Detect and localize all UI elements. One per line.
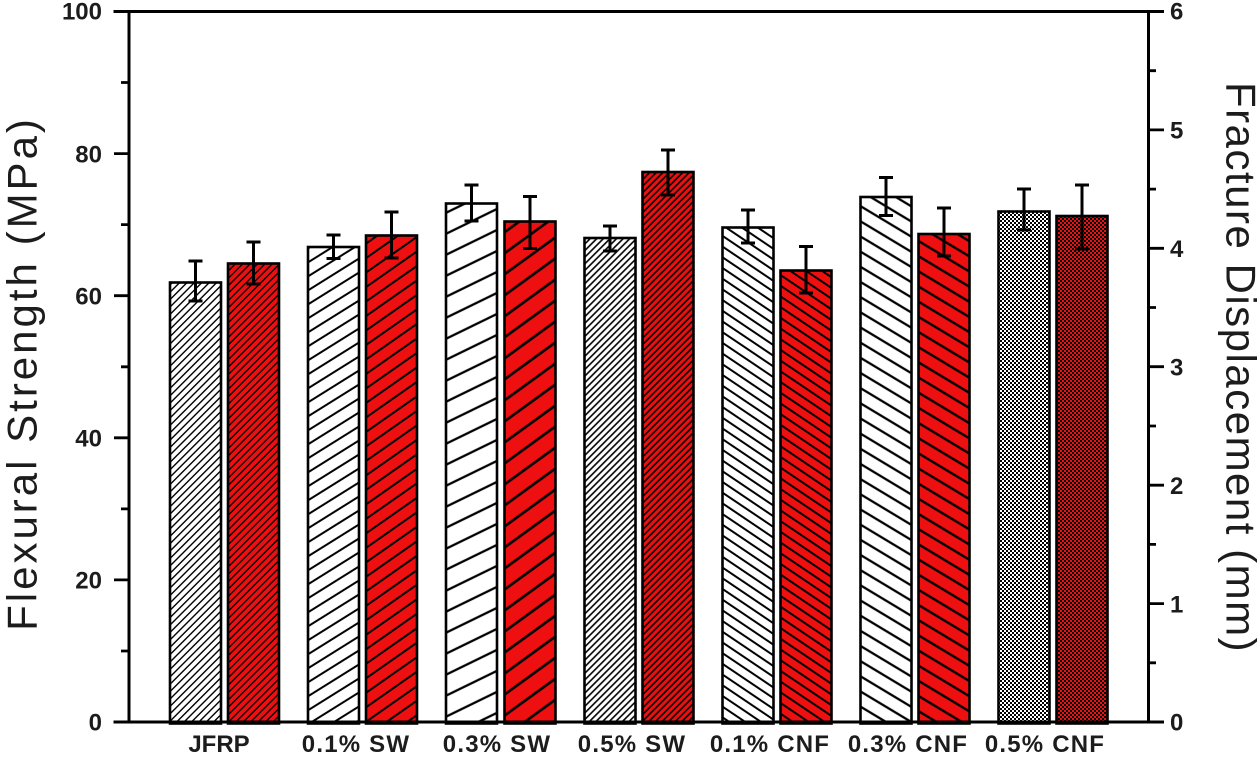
svg-text:20: 20 [75, 568, 102, 595]
svg-text:5: 5 [1170, 118, 1183, 145]
svg-text:0: 0 [1170, 710, 1183, 737]
svg-text:0.5% CNF: 0.5% CNF [985, 731, 1105, 758]
svg-text:80: 80 [75, 141, 102, 168]
svg-text:Fracture Displacement (mm): Fracture Displacement (mm) [1218, 82, 1260, 653]
svg-text:0: 0 [89, 710, 102, 737]
svg-text:3: 3 [1170, 354, 1183, 381]
svg-text:JFRP: JFRP [188, 731, 249, 758]
svg-text:6: 6 [1170, 0, 1183, 26]
svg-text:0.3% SW: 0.3% SW [443, 731, 551, 758]
svg-text:2: 2 [1170, 473, 1183, 500]
svg-text:0.5% SW: 0.5% SW [578, 731, 686, 758]
svg-text:100: 100 [62, 0, 102, 26]
svg-text:0.1% CNF: 0.1% CNF [710, 731, 830, 758]
svg-text:40: 40 [75, 426, 102, 453]
svg-text:1: 1 [1170, 591, 1183, 618]
svg-text:0.3% CNF: 0.3% CNF [848, 731, 968, 758]
svg-text:4: 4 [1170, 236, 1184, 263]
svg-text:60: 60 [75, 283, 102, 310]
svg-text:0.1% SW: 0.1% SW [302, 731, 410, 758]
svg-text:Flexural Strength (MPa): Flexural Strength (MPa) [0, 116, 46, 631]
